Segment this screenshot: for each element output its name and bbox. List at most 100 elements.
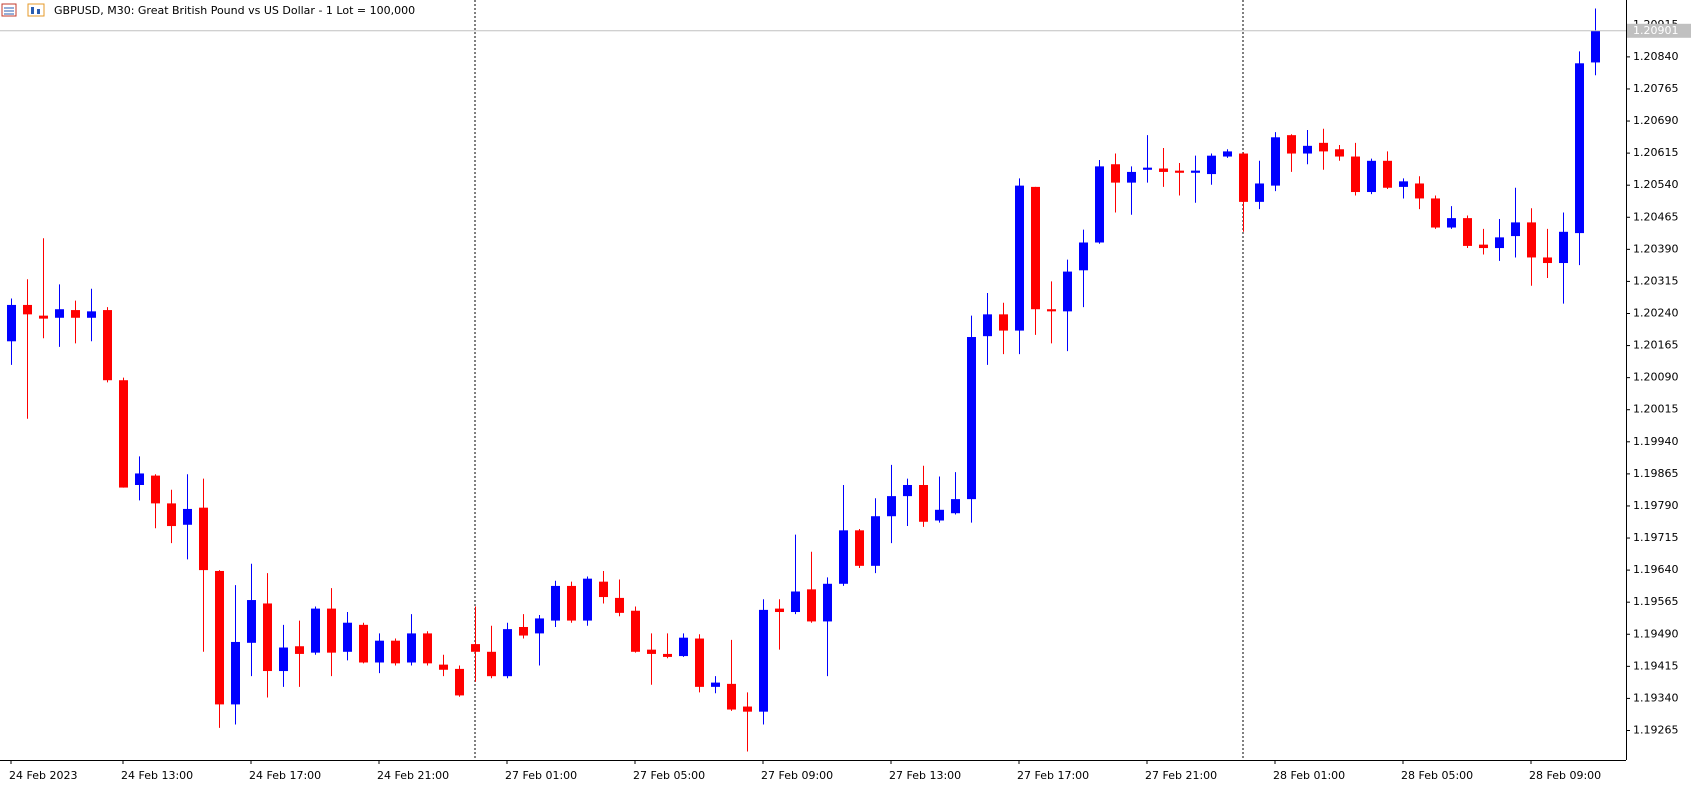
y-tick-label: 1.20540 [1633,178,1679,191]
x-tick-label: 24 Feb 13:00 [121,769,193,782]
y-tick-label: 1.19790 [1633,499,1679,512]
y-tick-label: 1.20765 [1633,82,1679,95]
candle-body [487,651,496,677]
candle-body [839,530,848,584]
candle-body [935,509,944,521]
candle-body [679,637,688,657]
candle-body [1463,218,1472,246]
title-icons [1,3,45,17]
candle-body [1255,183,1264,202]
candle-body [1143,167,1152,170]
candle-body [423,633,432,664]
y-tick-label: 1.20690 [1633,114,1679,127]
x-tick-label: 27 Feb 05:00 [633,769,705,782]
candle-body [279,647,288,672]
y-tick-label: 1.19865 [1633,467,1679,480]
candle-body [1191,170,1200,173]
candle-body [1335,149,1344,157]
candle-body [135,473,144,485]
candle-body [1495,237,1504,249]
candle-body [695,638,704,687]
candle-body [7,304,16,342]
candle-body [1351,156,1360,193]
candle-body [1511,222,1520,237]
candle-body [1159,168,1168,172]
candle-body [1047,309,1056,312]
candle-body [599,581,608,598]
candle-body [391,640,400,664]
x-tick-label: 24 Feb 21:00 [377,769,449,782]
x-tick-label: 28 Feb 09:00 [1529,769,1601,782]
candle-body [103,310,112,381]
candle-body [759,609,768,712]
candle-body [71,310,80,318]
candle-body [87,311,96,318]
candle-body [39,315,48,319]
x-tick-label: 27 Feb 13:00 [889,769,961,782]
candle-body [1303,145,1312,154]
candle-body [1287,135,1296,154]
y-tick-label: 1.19340 [1633,691,1679,704]
candle-body [215,570,224,705]
y-tick-label: 1.20240 [1633,306,1679,319]
x-tick-label: 27 Feb 09:00 [761,769,833,782]
candle-body [23,304,32,315]
y-tick-label: 1.19415 [1633,659,1679,672]
candle-body [1431,198,1440,228]
candle-body [1527,222,1536,258]
candle-body [1111,164,1120,183]
candle-body [1319,142,1328,152]
x-tick-label: 24 Feb 17:00 [249,769,321,782]
candle-body [647,649,656,654]
price-label-box [1627,23,1691,38]
candle-body [1591,30,1600,63]
candle-body [1015,185,1024,331]
candle-body [1079,242,1088,271]
candle-body [551,585,560,621]
x-tick-label: 27 Feb 17:00 [1017,769,1089,782]
candle-body [151,475,160,504]
candle-body [663,653,672,657]
y-tick-label: 1.19940 [1633,435,1679,448]
candle-body [311,608,320,653]
candle-body [455,668,464,696]
y-tick-label: 1.19265 [1633,723,1679,736]
candle-body [231,641,240,705]
candle-body [247,600,256,643]
y-tick-label: 1.20390 [1633,242,1679,255]
candle-body [1207,155,1216,175]
candle-body [951,499,960,514]
y-tick-label: 1.19565 [1633,595,1679,608]
y-tick-label: 1.20615 [1633,146,1679,159]
y-tick-label: 1.20090 [1633,371,1679,384]
candle-body [727,683,736,710]
candle-body [167,503,176,527]
candle-body [615,597,624,613]
candle-body [519,626,528,636]
candle-body [887,496,896,517]
candle-body [1063,271,1072,312]
candle-body [711,682,720,687]
candle-body [295,646,304,654]
price-label: 1.20901 [1633,24,1679,37]
candle-body [1367,160,1376,193]
candle-body [791,591,800,613]
candle-body [1399,181,1408,187]
candle-body [1031,186,1040,310]
candle-body [407,633,416,663]
y-tick-label: 1.19715 [1633,531,1679,544]
candle-body [1543,257,1552,264]
candle-body [263,603,272,672]
y-tick-label: 1.19490 [1633,627,1679,640]
candle-body [823,583,832,622]
candle-body [631,610,640,652]
candle-body [1447,218,1456,228]
candle-body [775,608,784,613]
candle-body [535,618,544,634]
x-tick-label: 27 Feb 01:00 [505,769,577,782]
candle-body [743,706,752,712]
candle-body [503,629,512,677]
y-tick-label: 1.20840 [1633,50,1679,63]
candle-body [1383,160,1392,188]
